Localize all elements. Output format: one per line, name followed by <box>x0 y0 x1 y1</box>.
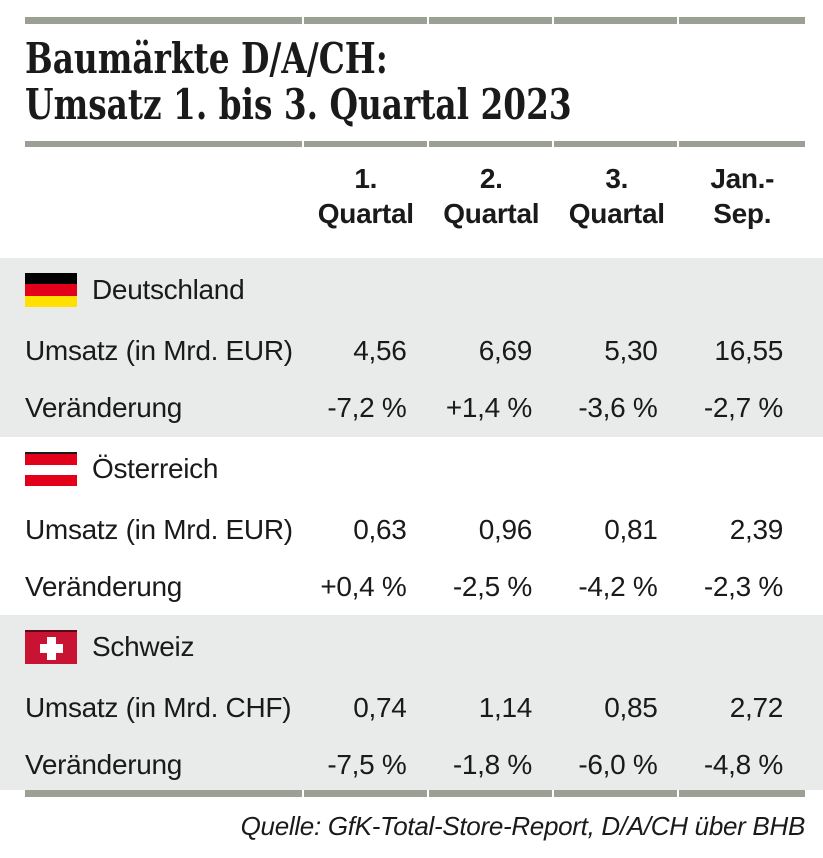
bar-segment <box>679 790 805 797</box>
value-cell: 4,56 <box>353 334 407 366</box>
row-label: Umsatz (in Mrd. EUR) <box>25 334 293 366</box>
value-cell: -4,2 % <box>578 570 658 602</box>
value-cell: 0,63 <box>353 513 407 545</box>
section-oesterreich: Österreich Umsatz (in Mrd. EUR) 0,63 0,9… <box>0 437 823 615</box>
country-row: Schweiz <box>0 615 823 679</box>
bar-segment <box>429 790 552 797</box>
bar-segment <box>554 141 677 147</box>
value-cell: 2,72 <box>729 691 784 723</box>
country-name: Deutschland <box>92 274 245 305</box>
top-separator-bar <box>25 17 805 24</box>
bar-segment <box>25 790 302 797</box>
header-jansep-line1: Jan.- <box>710 163 775 194</box>
row-label: Veränderung <box>25 748 183 780</box>
header-q1-line1: 1. <box>354 163 378 194</box>
title-line-1: Baumärkte D/A/CH: <box>25 34 388 83</box>
country-row: Österreich <box>0 437 823 501</box>
value-cell: 16,55 <box>714 334 783 366</box>
title-line-2: Umsatz 1. bis 3. Quartal 2023 <box>25 80 572 129</box>
row-label: Veränderung <box>25 570 183 602</box>
header-q1-line2: Quartal <box>317 198 414 229</box>
header-cell-jansep: Jan.- Sep. <box>680 161 806 231</box>
bar-segment <box>679 141 805 147</box>
header-cell-empty <box>25 161 303 231</box>
value-cell: 0,74 <box>353 691 407 723</box>
value-cell: -7,5 % <box>327 748 407 780</box>
value-cell: -6,0 % <box>578 748 658 780</box>
table-row-veraenderung-de: Veränderung -7,2 % +1,4 % -3,6 % -2,7 % <box>0 379 823 436</box>
row-label: Umsatz (in Mrd. CHF) <box>25 691 292 723</box>
page-title: Baumärkte D/A/CH: Umsatz 1. bis 3. Quart… <box>25 36 647 128</box>
value-cell: 2,39 <box>729 513 784 545</box>
source-credit: Quelle: GfK-Total-Store-Report, D/A/CH ü… <box>240 811 806 841</box>
table-row-umsatz-at: Umsatz (in Mrd. EUR) 0,63 0,96 0,81 2,39 <box>0 501 823 558</box>
switzerland-flag-icon <box>25 630 77 664</box>
bar-segment <box>25 17 302 24</box>
germany-flag-icon <box>25 273 77 307</box>
header-cell-q1: 1. Quartal <box>303 161 429 231</box>
header-cell-q2: 2. Quartal <box>429 161 555 231</box>
table-row-veraenderung-ch: Veränderung -7,5 % -1,8 % -6,0 % -4,8 % <box>0 736 823 790</box>
value-cell: 0,96 <box>478 513 533 545</box>
bar-segment <box>304 790 427 797</box>
value-cell: 0,81 <box>604 513 658 545</box>
value-cell: 0,85 <box>604 691 658 723</box>
header-q3-line1: 3. <box>605 163 629 194</box>
country-name: Österreich <box>92 453 219 484</box>
header-q2-line1: 2. <box>479 163 503 194</box>
value-cell: -2,3 % <box>703 570 783 602</box>
header-q2-line2: Quartal <box>443 198 540 229</box>
row-label: Veränderung <box>25 391 183 423</box>
table-row-umsatz-ch: Umsatz (in Mrd. CHF) 0,74 1,14 0,85 2,72 <box>0 679 823 736</box>
row-label: Umsatz (in Mrd. EUR) <box>25 513 293 545</box>
value-cell: 1,14 <box>478 691 533 723</box>
value-cell: -4,8 % <box>703 748 783 780</box>
value-cell: +1,4 % <box>445 391 532 423</box>
header-cell-q3: 3. Quartal <box>554 161 680 231</box>
header-jansep-line2: Sep. <box>713 198 772 229</box>
header-q3-line2: Quartal <box>568 198 665 229</box>
value-cell: +0,4 % <box>320 570 407 602</box>
table-header-row: 1. Quartal 2. Quartal 3. Quartal Jan.- S… <box>0 161 823 231</box>
austria-flag-icon <box>25 452 77 487</box>
bar-segment <box>304 17 427 24</box>
section-deutschland: Deutschland Umsatz (in Mrd. EUR) 4,56 6,… <box>0 258 823 437</box>
country-row: Deutschland <box>0 258 823 322</box>
bottom-separator-bar <box>25 790 805 797</box>
bar-segment <box>429 141 552 147</box>
bar-segment <box>304 141 427 147</box>
value-cell: -7,2 % <box>327 391 407 423</box>
value-cell: -2,5 % <box>452 570 532 602</box>
section-schweiz: Schweiz Umsatz (in Mrd. CHF) 0,74 1,14 0… <box>0 615 823 790</box>
bar-segment <box>679 17 805 24</box>
value-cell: -2,7 % <box>703 391 783 423</box>
bar-segment <box>554 790 677 797</box>
bar-segment <box>554 17 677 24</box>
table-row-umsatz-de: Umsatz (in Mrd. EUR) 4,56 6,69 5,30 16,5… <box>0 322 823 379</box>
bar-segment <box>429 17 552 24</box>
table-row-veraenderung-at: Veränderung +0,4 % -2,5 % -4,2 % -2,3 % <box>0 558 823 615</box>
bar-segment <box>25 141 302 147</box>
country-name: Schweiz <box>92 631 195 662</box>
value-cell: 6,69 <box>478 334 533 366</box>
title-separator-bar <box>25 141 805 147</box>
value-cell: -1,8 % <box>452 748 532 780</box>
value-cell: 5,30 <box>604 334 658 366</box>
value-cell: -3,6 % <box>578 391 658 423</box>
